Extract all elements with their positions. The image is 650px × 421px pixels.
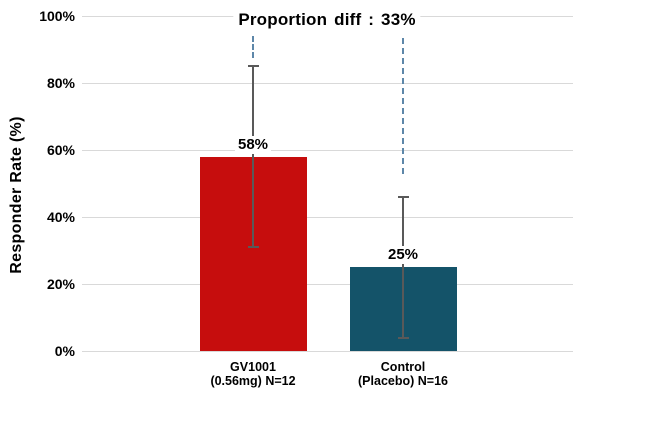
y-tick-label: 40% [46,209,75,225]
y-tick-label: 100% [39,8,75,24]
chart-title: Proportion diff : 33% [233,10,421,30]
y-axis-tick-labels: 0% 20% 40% 60% 80% 100% [0,8,75,359]
gridline [82,350,573,352]
gridline [82,216,573,218]
error-bar [402,196,404,338]
bar-value-label: 58% [234,135,272,154]
x-axis-label: Control (Placebo) N=16 [358,360,448,388]
error-bar-cap [248,65,259,68]
error-bar-cap [248,246,259,249]
annotation-connector-line [252,36,254,58]
y-tick-label: 60% [46,142,75,158]
error-bar-cap [398,195,409,198]
x-axis-label: GV1001 (0.56mg) N=12 [210,360,295,388]
y-tick-label: 20% [46,276,75,292]
gridline [82,82,573,84]
plot-area: 58% 25% [82,16,573,352]
x-axis-label-line2: (Placebo) N=16 [358,374,448,388]
bar-value-label: 25% [384,246,422,265]
x-axis-label-line1: GV1001 [230,360,276,374]
annotation-connector-line [402,38,404,174]
y-tick-label: 0% [54,343,75,359]
x-axis-label-line2: (0.56mg) N=12 [210,374,296,388]
error-bar [252,66,254,248]
y-tick-label: 80% [46,75,75,91]
x-axis-label-line1: Control [380,360,426,374]
x-axis-labels: GV1001 (0.56mg) N=12 Control (Placebo) N=16 [82,360,573,400]
gridline [82,149,573,151]
error-bar-cap [398,336,409,339]
gridline [82,283,573,285]
